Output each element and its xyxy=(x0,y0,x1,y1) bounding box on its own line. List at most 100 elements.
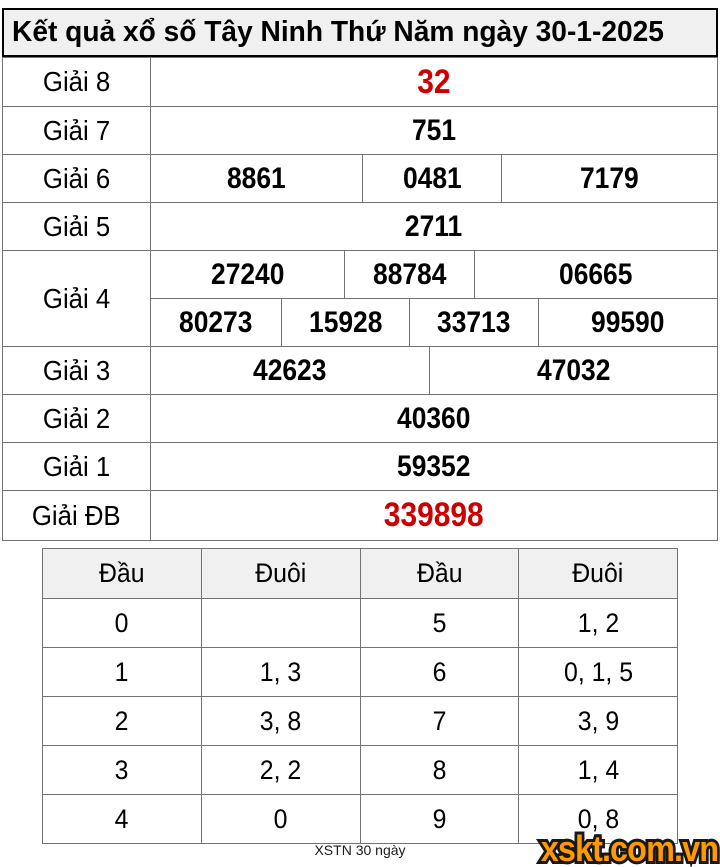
prize-number: 99590 xyxy=(591,305,665,339)
head-tail-row: 4 0 9 0, 8 xyxy=(43,794,677,843)
head-tail-cell-text: 2 xyxy=(114,705,129,736)
site-logo[interactable]: xskt.com.vn xyxy=(538,825,720,867)
prize-row: Giải 2 40360 xyxy=(3,394,717,442)
prize-number-cell: 751 xyxy=(151,107,717,154)
prize-number-cell: 8861 xyxy=(151,155,362,202)
head-tail-cell-text: 3, 8 xyxy=(259,705,302,736)
prize-number: 06665 xyxy=(559,257,633,291)
head-tail-cell-text: 1, 2 xyxy=(577,607,619,638)
prize-row: Giải ĐB 339898 xyxy=(3,490,717,540)
head-tail-cell: 0, 1, 5 xyxy=(518,648,677,696)
footer-note-text: XSTN 30 ngày xyxy=(314,842,406,858)
prize-number-cell: 7179 xyxy=(501,155,717,202)
prize-row: Giải 7 751 xyxy=(3,106,717,154)
head-tail-cell: 0 xyxy=(43,599,201,647)
prize-label: Giải 1 xyxy=(3,443,151,490)
head-tail-header-cell: Đầu xyxy=(43,549,201,598)
head-tail-cell: 4 xyxy=(43,795,201,843)
head-tail-cell: 3, 9 xyxy=(518,697,677,745)
prize-number-cell: 33713 xyxy=(408,299,538,346)
head-tail-cell: 1, 3 xyxy=(200,648,360,696)
head-tail-cell: 1, 2 xyxy=(518,599,677,647)
prize-number: 2711 xyxy=(405,209,463,243)
prize-number: 42623 xyxy=(253,353,327,387)
prize-number-cell: 2711 xyxy=(151,203,717,250)
head-tail-cell: 0 xyxy=(200,795,360,843)
page-title: Kết quả xổ số Tây Ninh Thứ Năm ngày 30-1… xyxy=(2,8,718,57)
prize-group: 40360 xyxy=(151,395,717,442)
head-tail-row: 1 1, 3 6 0, 1, 5 xyxy=(43,647,677,696)
prize-label-text: Giải 8 xyxy=(42,66,111,97)
prize-number-cell: 59352 xyxy=(151,443,717,490)
prize-number-cell: 80273 xyxy=(151,299,281,346)
prize-number: 47032 xyxy=(536,353,610,387)
prize-label: Giải 5 xyxy=(3,203,151,250)
head-tail-row: 0 5 1, 2 xyxy=(43,598,677,647)
prize-number-cell: 339898 xyxy=(151,491,717,540)
prize-group: 339898 xyxy=(151,491,717,540)
head-tail-cell: 2 xyxy=(43,697,201,745)
head-tail-cell: 9 xyxy=(359,795,519,843)
prize-number: 7179 xyxy=(580,161,640,195)
prize-group: 80273 15928 33713 99590 xyxy=(151,298,717,346)
prize-label-text: Giải 1 xyxy=(42,450,111,482)
prize-number-cell: 32 xyxy=(151,58,717,106)
prize-groups: 42623 47032 xyxy=(151,347,717,394)
head-tail-cell-text: 3, 9 xyxy=(577,705,619,736)
head-tail-cell-text: 0 xyxy=(273,803,288,834)
prize-group: 751 xyxy=(151,107,717,154)
head-tail-cell-text: 2, 2 xyxy=(259,754,302,785)
prize-label-text: Giải 2 xyxy=(42,402,111,434)
prize-group: 27240 88784 06665 xyxy=(151,251,717,298)
site-logo-text: xskt.com.vn xyxy=(538,825,720,867)
prize-number-cell: 88784 xyxy=(343,251,474,298)
head-tail-header-row: Đầu Đuôi Đầu Đuôi xyxy=(43,549,677,598)
prize-number: 339898 xyxy=(384,496,484,534)
head-tail-cell-text: 9 xyxy=(432,803,447,834)
head-tail-cell: 3, 8 xyxy=(200,697,360,745)
prize-row: Giải 8 32 xyxy=(3,58,717,106)
prize-group: 59352 xyxy=(151,443,717,490)
head-tail-header-text: Đuôi xyxy=(255,558,307,588)
head-tail-cell-text: 0 xyxy=(114,607,129,638)
prize-number-cell: 06665 xyxy=(473,251,717,298)
prize-number-cell: 40360 xyxy=(151,395,717,442)
prize-row: Giải 4 27240 88784 06665 80273 15928 33713 9959… xyxy=(3,250,717,346)
prize-row: Giải 6 8861 0481 7179 xyxy=(3,154,717,202)
prize-number: 0481 xyxy=(402,161,462,195)
prize-label: Giải ĐB xyxy=(3,491,151,540)
head-tail-row: 3 2, 2 8 1, 4 xyxy=(43,745,677,794)
prize-groups: 27240 88784 06665 80273 15928 33713 99590 xyxy=(151,251,717,346)
prize-groups: 2711 xyxy=(151,203,717,250)
head-tail-cell-text: 0, 1, 5 xyxy=(563,656,633,687)
head-tail-row: 2 3, 8 7 3, 9 xyxy=(43,696,677,745)
head-tail-cell-text: 0, 8 xyxy=(577,803,619,834)
head-tail-cell-text: 1, 3 xyxy=(259,656,302,687)
prize-group: 42623 47032 xyxy=(151,347,717,394)
prize-group: 8861 0481 7179 xyxy=(151,155,717,202)
prize-groups: 339898 xyxy=(151,491,717,540)
prize-number-cell: 42623 xyxy=(151,347,429,394)
head-tail-cell-text: 6 xyxy=(432,656,447,687)
prize-label-text: Giải 4 xyxy=(42,282,111,314)
prize-number: 15928 xyxy=(308,305,383,339)
prize-number: 32 xyxy=(417,62,451,101)
head-tail-cell: 6 xyxy=(359,648,519,696)
head-tail-header-cell: Đầu xyxy=(359,549,519,598)
head-tail-header-text: Đầu xyxy=(416,558,463,588)
prize-number: 27240 xyxy=(210,257,285,291)
prize-groups: 40360 xyxy=(151,395,717,442)
prize-row: Giải 5 2711 xyxy=(3,202,717,250)
prize-label: Giải 8 xyxy=(3,58,151,106)
prize-label-text: Giải 6 xyxy=(42,162,111,194)
head-tail-cell-text: 1, 4 xyxy=(577,754,619,785)
head-tail-table: Đầu Đuôi Đầu Đuôi 0 5 1, 2 1 1, 3 6 0, 1, 5 2 3, 8 7 3… xyxy=(42,548,678,844)
page-title-text: Kết quả xổ số Tây Ninh Thứ Năm ngày 30-1… xyxy=(12,16,664,48)
head-tail-cell: 2, 2 xyxy=(200,746,360,794)
prize-groups: 8861 0481 7179 xyxy=(151,155,717,202)
head-tail-header-cell: Đuôi xyxy=(518,549,677,598)
head-tail-cell: 1 xyxy=(43,648,201,696)
prize-number: 40360 xyxy=(397,401,471,435)
head-tail-cell xyxy=(200,599,360,647)
